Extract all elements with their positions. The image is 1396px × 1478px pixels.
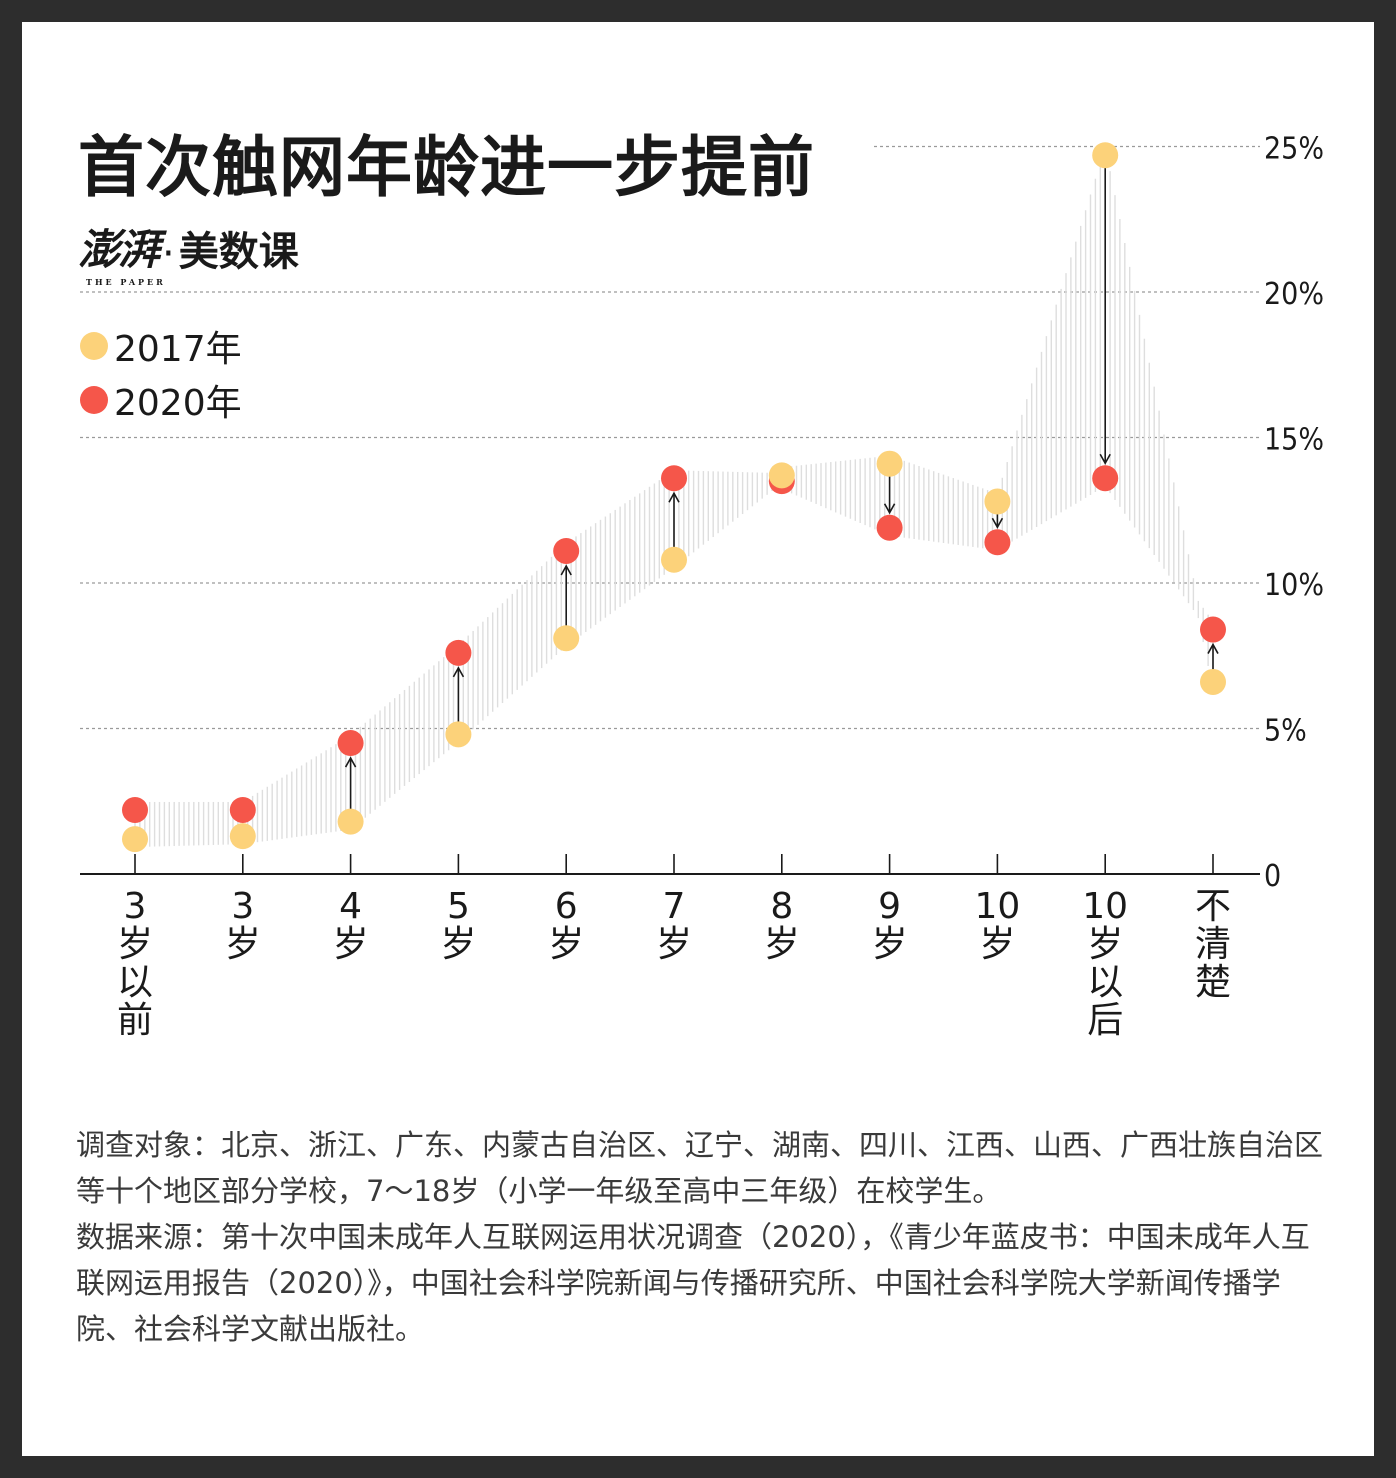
brand-logo-text: 澎湃 bbox=[78, 225, 160, 274]
x-tick-label: 3 岁以前 bbox=[117, 886, 153, 1041]
point-2017 bbox=[1200, 668, 1226, 695]
point-2017 bbox=[661, 546, 687, 573]
point-2017 bbox=[1092, 142, 1119, 169]
brand-name: 美数课 bbox=[178, 229, 299, 275]
y-tick-label: 25% bbox=[1264, 132, 1324, 167]
x-tick-label: 10 岁以后 bbox=[1082, 886, 1128, 1041]
y-tick-label: 0 bbox=[1264, 859, 1281, 894]
point-2020 bbox=[876, 514, 903, 541]
source-note: 数据来源：第十次中国未成年人互联网运用状况调查（2020），《青少年蓝皮书：中国… bbox=[76, 1220, 1310, 1346]
point-2017 bbox=[876, 450, 903, 477]
point-2017 bbox=[122, 826, 148, 853]
point-2020 bbox=[445, 639, 472, 666]
point-2017 bbox=[553, 625, 580, 652]
point-2020 bbox=[984, 529, 1011, 556]
brand-separator: · bbox=[162, 231, 175, 277]
point-2020 bbox=[1092, 465, 1119, 492]
x-tick-label: 10 岁 bbox=[974, 886, 1020, 965]
point-2020 bbox=[553, 537, 580, 564]
chart-plot: 0 5% 10% 15% 20% 25% 3 岁以前 3 岁 4 岁 5 岁 6 岁 7 岁 8 岁 9 岁 10 岁 10 岁以… bbox=[80, 132, 1324, 1041]
chart-card: 0 5% 10% 15% 20% 25% 3 岁以前 3 岁 4 岁 5 岁 6 岁 7 岁 8 岁 9 岁 10 岁 10 岁以… bbox=[22, 22, 1374, 1456]
legend-item-2020: 2020年 bbox=[80, 374, 242, 426]
survey-note: 调查对象：北京、浙江、广东、内蒙古自治区、辽宁、湖南、四川、江西、山西、广西壮族… bbox=[76, 1128, 1324, 1208]
legend-item-2017: 2017年 bbox=[80, 320, 242, 372]
footnotes: 调查对象：北京、浙江、广东、内蒙古自治区、辽宁、湖南、四川、江西、山西、广西壮族… bbox=[76, 1122, 1326, 1352]
legend-dot-2020 bbox=[80, 386, 108, 414]
point-2020 bbox=[337, 730, 364, 757]
brand: 澎湃 THE PAPER · 美数课 bbox=[78, 216, 299, 287]
point-2020 bbox=[229, 796, 256, 823]
point-2017 bbox=[229, 823, 256, 850]
point-2017 bbox=[984, 488, 1011, 515]
y-tick-label: 15% bbox=[1264, 423, 1324, 458]
x-tick-label: 不清楚 bbox=[1195, 886, 1231, 1003]
point-2020 bbox=[122, 796, 148, 823]
legend-dot-2017 bbox=[80, 332, 108, 360]
point-2017 bbox=[445, 721, 472, 748]
point-2020 bbox=[1200, 616, 1226, 643]
point-2017 bbox=[768, 462, 795, 489]
legend-label-2020: 2020年 bbox=[114, 383, 242, 424]
point-2017 bbox=[337, 808, 364, 835]
brand-logo: 澎湃 THE PAPER bbox=[78, 216, 163, 287]
legend-label-2017: 2017年 bbox=[114, 329, 242, 370]
page-title: 首次触网年龄进一步提前 bbox=[78, 129, 815, 206]
y-tick-label: 10% bbox=[1264, 568, 1324, 603]
brand-logo-en: THE PAPER bbox=[86, 277, 166, 287]
y-tick-label: 5% bbox=[1264, 714, 1307, 749]
y-tick-label: 20% bbox=[1264, 277, 1324, 312]
point-2020 bbox=[661, 465, 687, 492]
